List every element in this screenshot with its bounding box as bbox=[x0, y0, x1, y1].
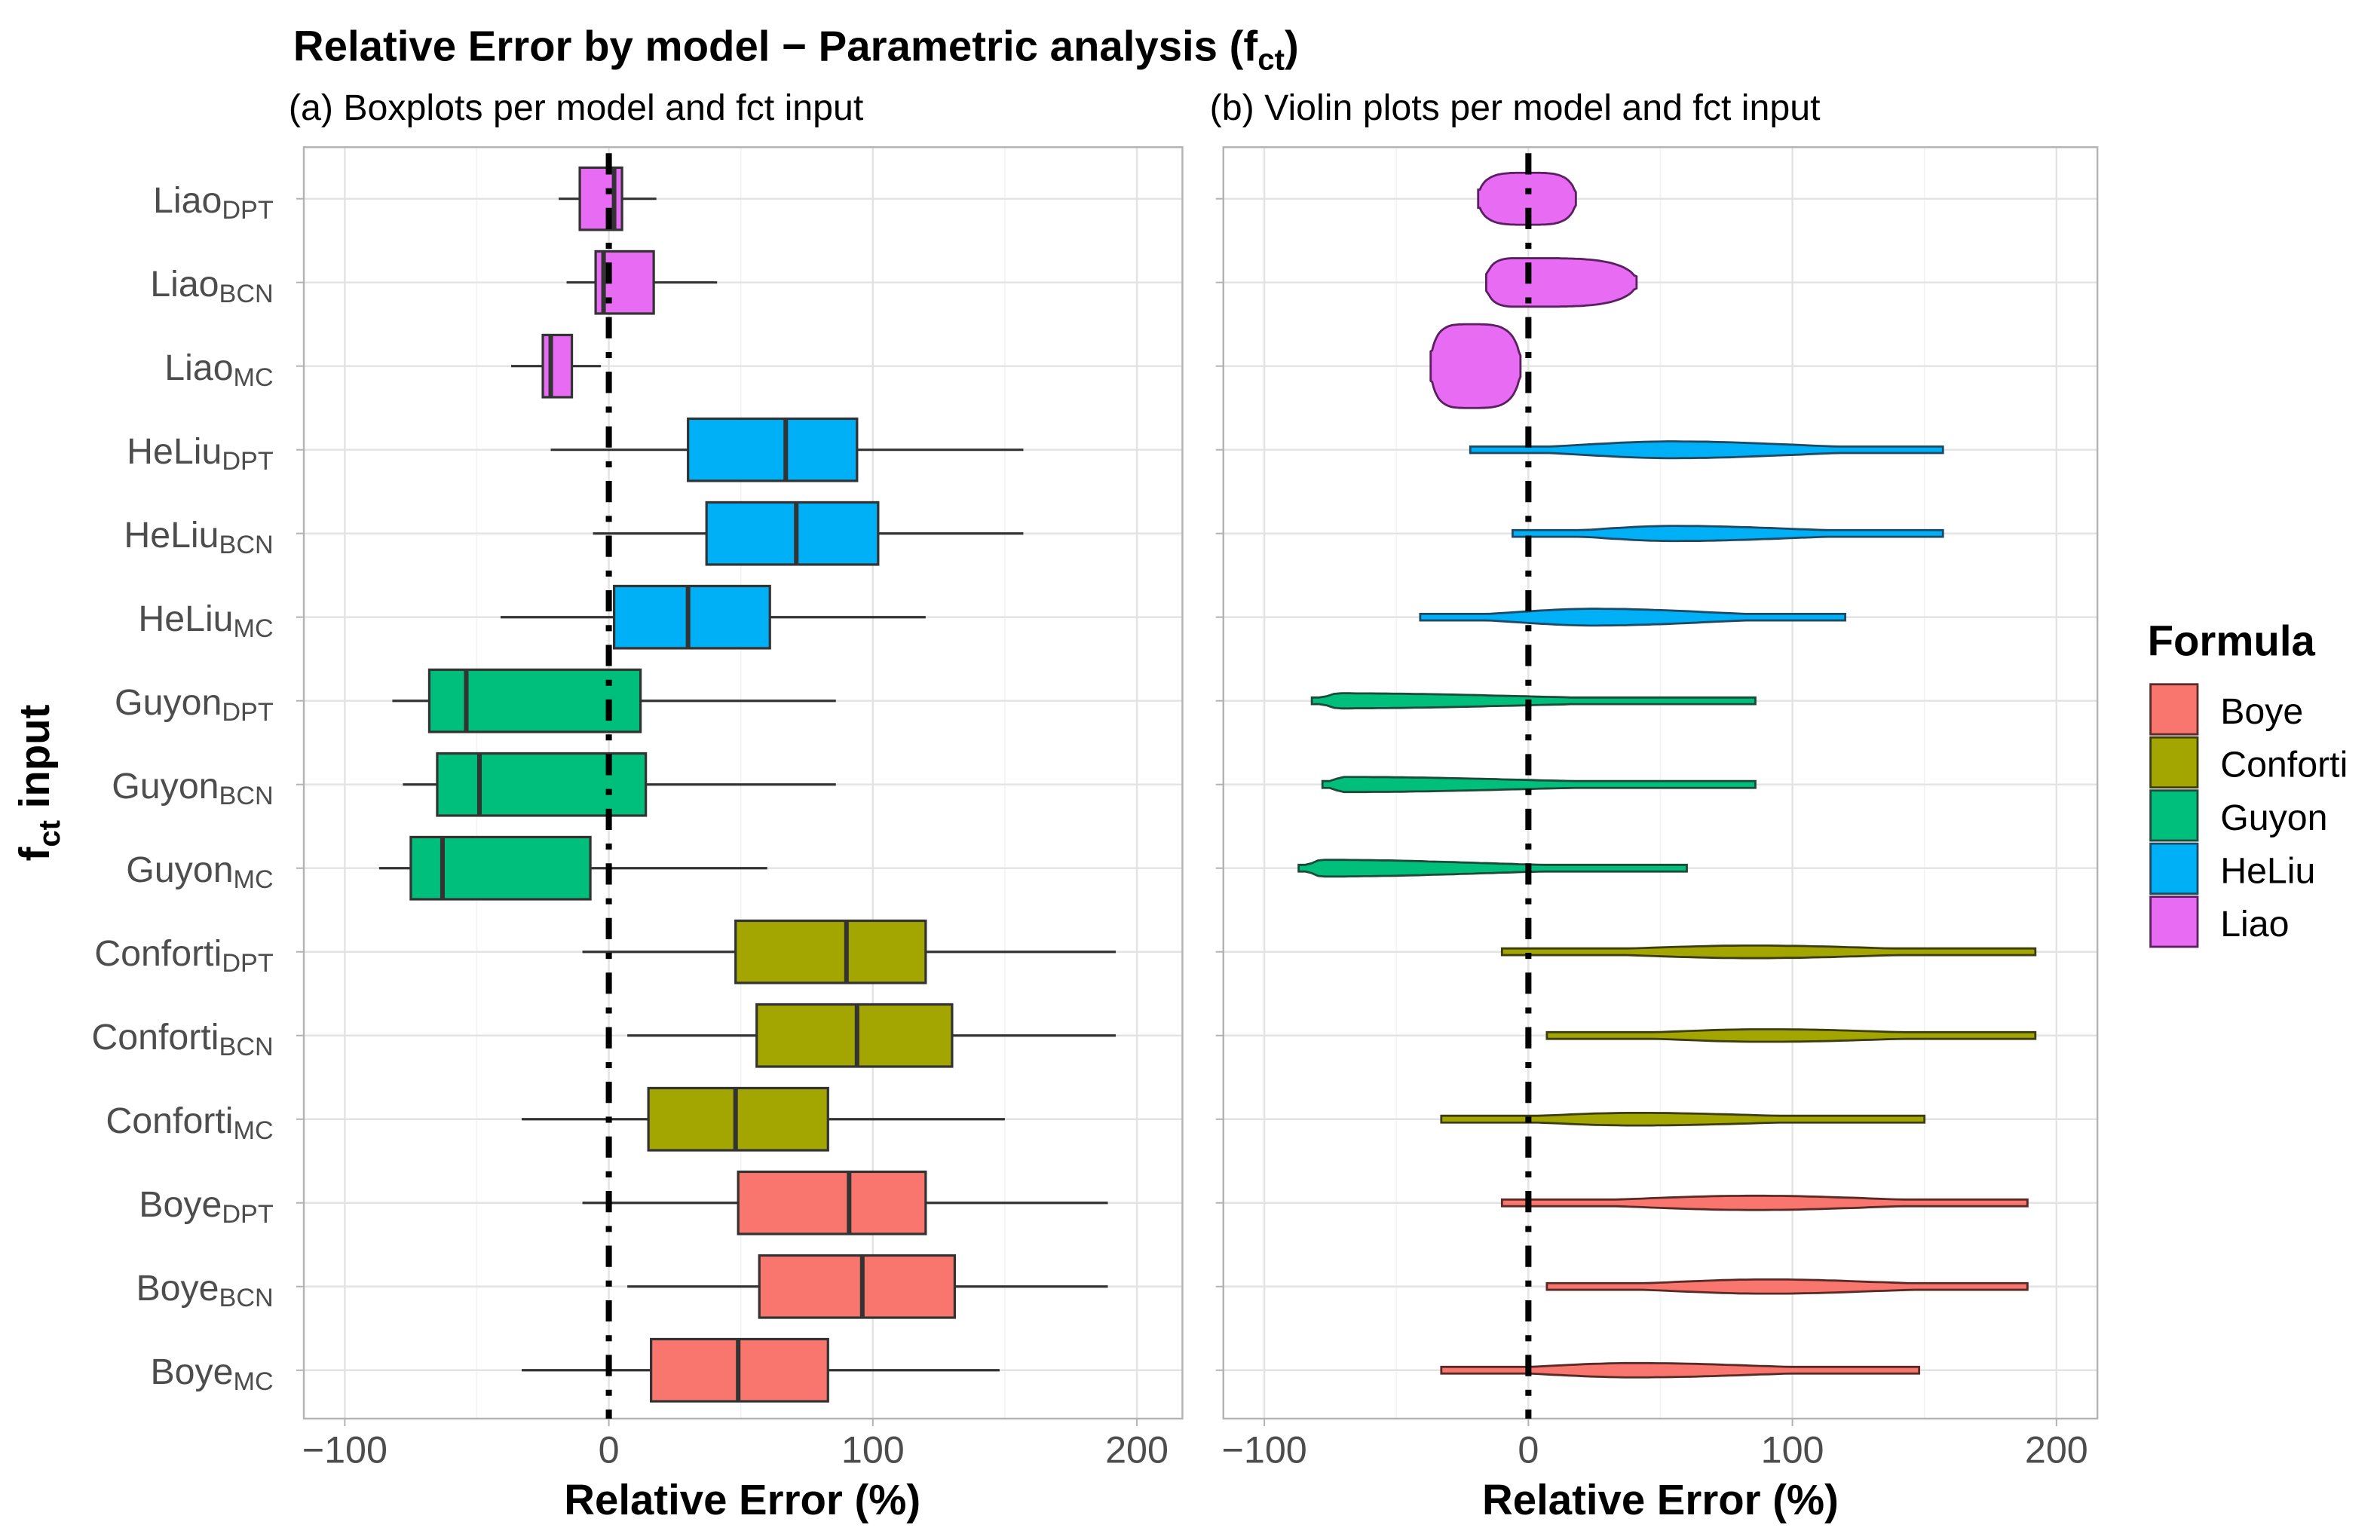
box-heliu-bcn bbox=[705, 501, 880, 566]
box-guyon-bcn bbox=[436, 752, 648, 817]
legend-label: Liao bbox=[2220, 904, 2289, 945]
panel-border bbox=[302, 146, 1184, 1420]
box-conforti-bcn bbox=[755, 1003, 954, 1068]
y-tick-label: HeLiuDPT bbox=[127, 431, 274, 476]
y-tick-label: ConfortiBCN bbox=[91, 1017, 273, 1061]
legend-key-conforti bbox=[2149, 736, 2199, 789]
box-conforti-mc bbox=[647, 1086, 829, 1152]
y-axis-title: fct input bbox=[11, 704, 66, 861]
box-liao-mc bbox=[541, 333, 574, 399]
violin-conforti-mc bbox=[1440, 1111, 1926, 1127]
violin-heliu-bcn bbox=[1512, 525, 1944, 543]
y-tick-label: HeLiuMC bbox=[138, 599, 273, 643]
violin-panel: −100 0 100 200 bbox=[1215, 146, 2099, 1471]
panel-a-subtitle: (a) Boxplots per model and fct input bbox=[289, 87, 864, 128]
x-tick-label: 200 bbox=[2025, 1428, 2088, 1471]
violin-liao-bcn bbox=[1484, 257, 1638, 308]
violin-conforti-bcn bbox=[1545, 1028, 2037, 1043]
violin-boye-bcn bbox=[1545, 1278, 2029, 1295]
violin-liao-mc bbox=[1429, 323, 1522, 409]
x-tick-label: 100 bbox=[841, 1428, 905, 1471]
panel-a-x-axis-title: Relative Error (%) bbox=[564, 1476, 920, 1523]
y-tick-label: GuyonBCN bbox=[112, 766, 274, 810]
violin-guyon-dpt bbox=[1310, 692, 1757, 710]
y-tick-label: LiaoBCN bbox=[150, 264, 274, 308]
panel-border bbox=[1222, 146, 2099, 1420]
y-tick-label: LiaoDPT bbox=[153, 180, 274, 225]
x-tick-label: −100 bbox=[1221, 1428, 1306, 1471]
violin-conforti-dpt bbox=[1500, 944, 2037, 960]
y-tick-label: BoyeDPT bbox=[139, 1184, 274, 1229]
boxplot-panel: −100 0 100 200 bbox=[296, 146, 1184, 1471]
y-tick-label: BoyeMC bbox=[150, 1352, 273, 1396]
legend-key-heliu bbox=[2149, 842, 2199, 895]
y-tick-label: GuyonMC bbox=[126, 850, 274, 894]
legend: Formula Boye Conforti Guyon HeLiu Liao bbox=[2148, 617, 2348, 948]
panel-b-subtitle: (b) Violin plots per model and fct input bbox=[1210, 87, 1821, 128]
x-tick-label: 0 bbox=[1518, 1428, 1539, 1471]
legend-label: Boye bbox=[2220, 691, 2303, 732]
legend-key-boye bbox=[2149, 683, 2199, 736]
box-boye-bcn bbox=[758, 1254, 957, 1319]
legend-title: Formula bbox=[2148, 617, 2316, 665]
y-tick-label: LiaoMC bbox=[164, 347, 274, 392]
x-tick-label: 100 bbox=[1761, 1428, 1824, 1471]
y-tick-label: ConfortiDPT bbox=[94, 933, 274, 978]
legend-label: Guyon bbox=[2220, 798, 2327, 838]
y-tick-label: GuyonDPT bbox=[115, 682, 274, 727]
violin-heliu-mc bbox=[1419, 608, 1847, 627]
box-guyon-mc bbox=[409, 835, 592, 901]
violin-liao-dpt bbox=[1477, 171, 1577, 226]
y-tick-label: HeLiuBCN bbox=[124, 515, 273, 559]
box-conforti-dpt bbox=[734, 919, 927, 984]
legend-key-liao bbox=[2149, 896, 2199, 948]
box-heliu-dpt bbox=[687, 417, 859, 482]
violin-boye-mc bbox=[1440, 1361, 1921, 1379]
violin-heliu-dpt bbox=[1469, 440, 1944, 460]
y-tick-label: ConfortiMC bbox=[106, 1101, 273, 1145]
legend-label: HeLiu bbox=[2220, 850, 2315, 891]
chart-title: Relative Error by model − Parametric ana… bbox=[293, 23, 1299, 77]
box-boye-dpt bbox=[737, 1170, 927, 1235]
violin-boye-dpt bbox=[1500, 1194, 2029, 1211]
violin-guyon-mc bbox=[1297, 859, 1688, 878]
panel-b-x-axis-title: Relative Error (%) bbox=[1482, 1476, 1839, 1523]
x-tick-label: 200 bbox=[1105, 1428, 1169, 1471]
legend-key-guyon bbox=[2149, 789, 2199, 842]
legend-label: Conforti bbox=[2220, 745, 2348, 785]
box-heliu-mc bbox=[612, 584, 771, 650]
y-tick-label: BoyeBCN bbox=[136, 1268, 273, 1312]
x-tick-label: −100 bbox=[302, 1428, 387, 1471]
x-tick-label: 0 bbox=[599, 1428, 620, 1471]
violin-guyon-bcn bbox=[1321, 776, 1757, 794]
